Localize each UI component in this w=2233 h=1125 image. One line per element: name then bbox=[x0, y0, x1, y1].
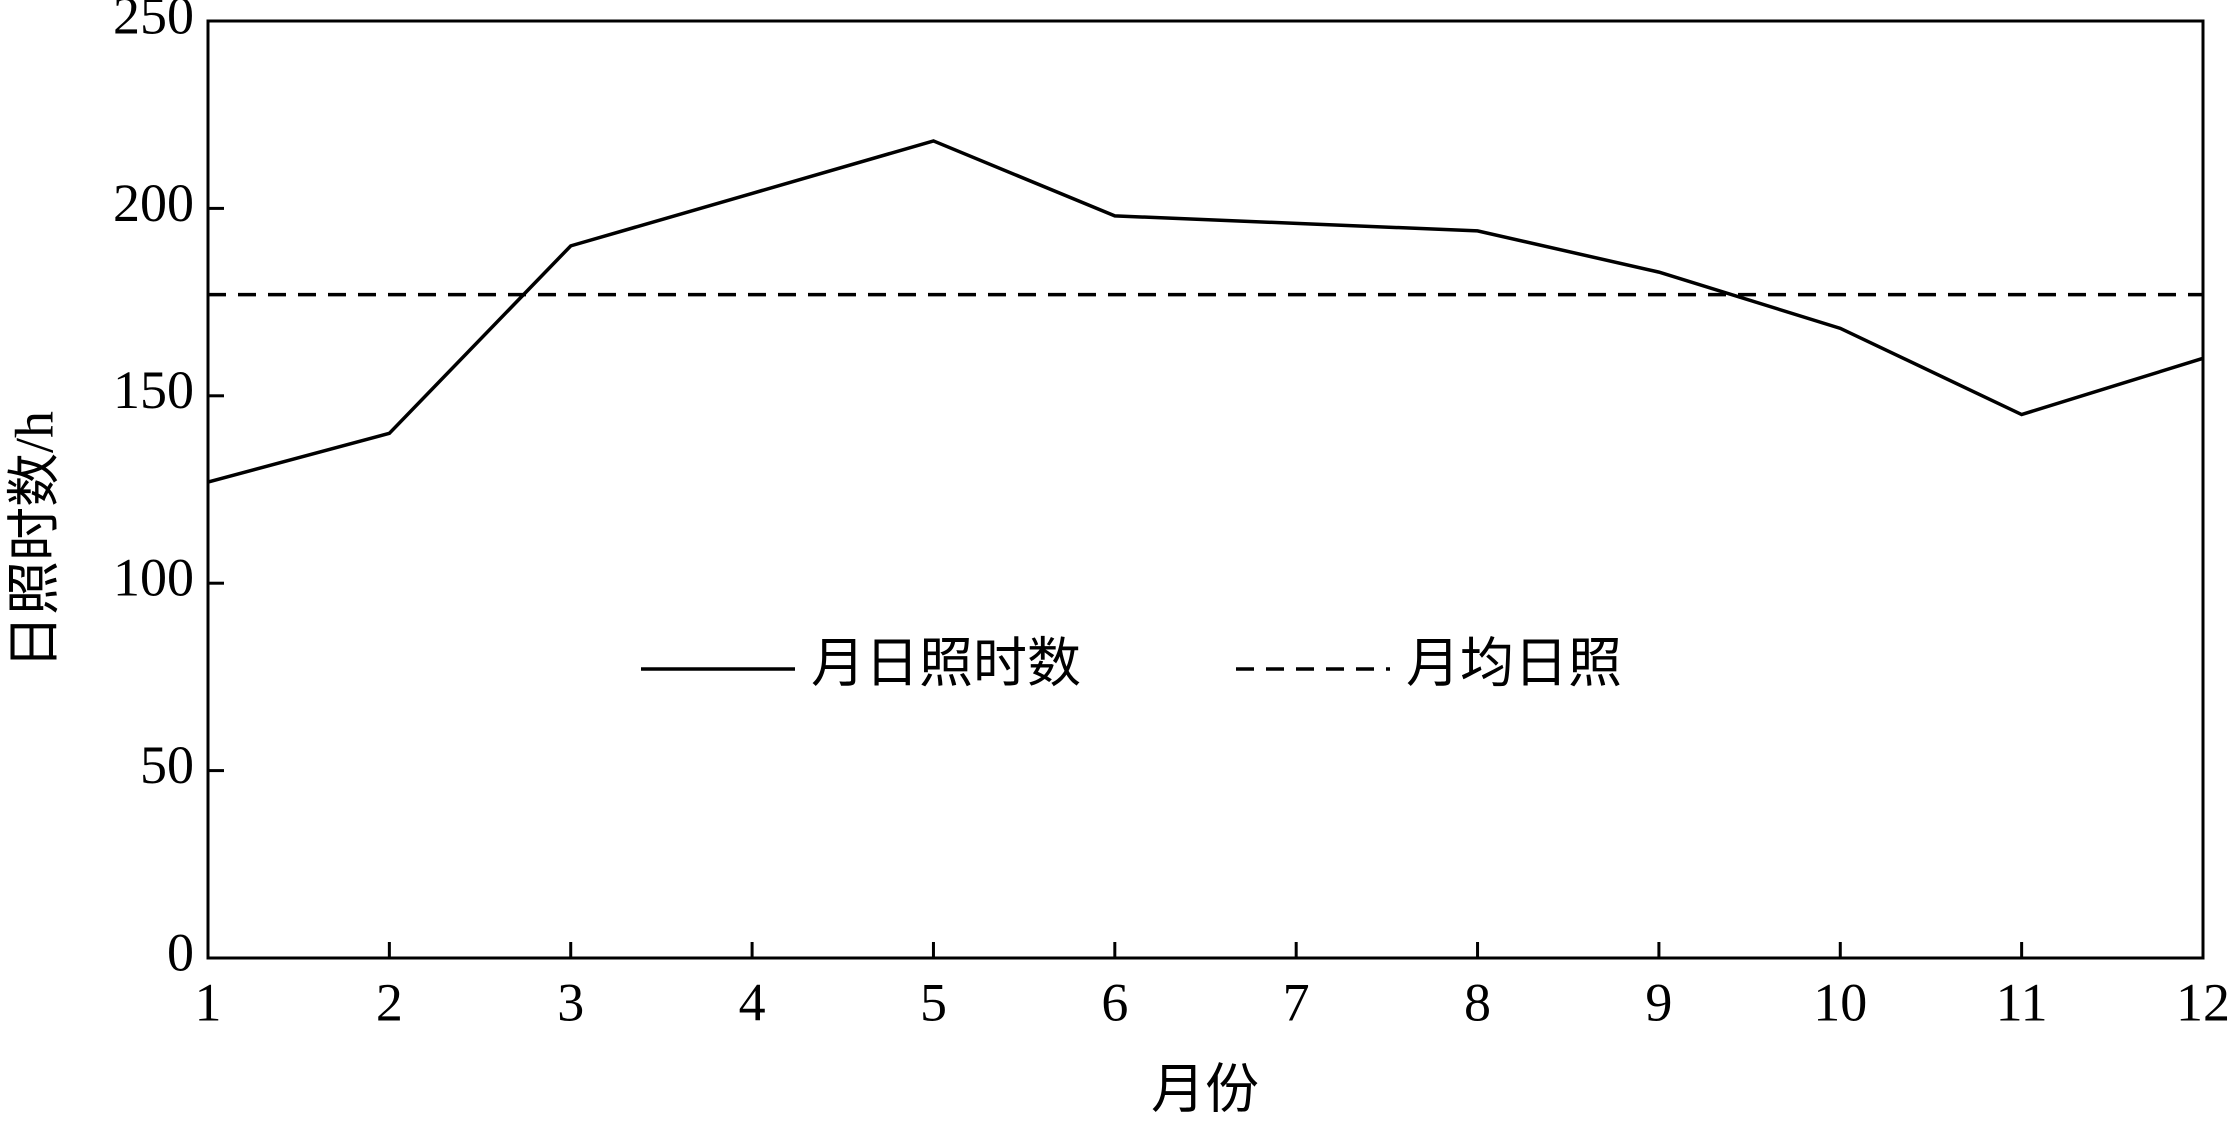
x-tick-label: 6 bbox=[1101, 972, 1128, 1032]
y-tick-label: 0 bbox=[167, 922, 194, 982]
legend-label: 月日照时数 bbox=[811, 633, 1081, 693]
y-axis-label: 日照时数/h bbox=[4, 411, 64, 669]
x-axis-label: 月份 bbox=[1151, 1059, 1259, 1119]
data-line bbox=[207, 139, 2204, 484]
y-tick-label: 250 bbox=[113, 0, 194, 45]
x-tick-label: 9 bbox=[1645, 972, 1672, 1032]
x-tick-label: 11 bbox=[1996, 972, 2048, 1032]
y-tick-label: 50 bbox=[140, 735, 194, 795]
y-tick-label: 200 bbox=[113, 173, 194, 233]
x-tick-label: 2 bbox=[376, 972, 403, 1032]
y-tick-label: 150 bbox=[113, 360, 194, 420]
x-tick-label: 5 bbox=[920, 972, 947, 1032]
y-tick-label: 100 bbox=[113, 548, 194, 608]
x-tick-label: 7 bbox=[1283, 972, 1310, 1032]
x-tick-label: 12 bbox=[2176, 972, 2230, 1032]
x-tick-label: 3 bbox=[557, 972, 584, 1032]
x-tick-label: 4 bbox=[739, 972, 766, 1032]
x-tick-label: 1 bbox=[195, 972, 222, 1032]
legend-label: 月均日照 bbox=[1406, 633, 1622, 693]
plot-frame bbox=[206, 19, 2205, 960]
x-tick-label: 10 bbox=[1813, 972, 1867, 1032]
x-tick-label: 8 bbox=[1464, 972, 1491, 1032]
